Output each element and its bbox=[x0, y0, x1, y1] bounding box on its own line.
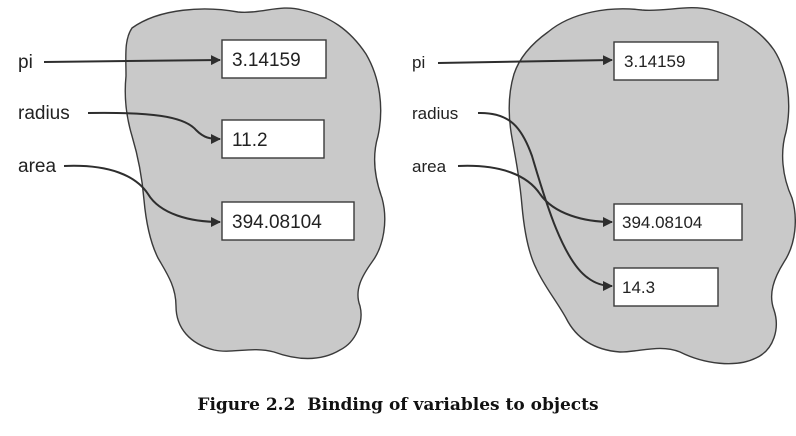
right-arrow-radius bbox=[477, 111, 613, 291]
right-var-pi: pi bbox=[412, 53, 425, 72]
right-value-radius: 14.3 bbox=[622, 278, 655, 297]
right-panel: 3.14159 394.08104 14.3 pi radius area bbox=[412, 7, 796, 365]
right-arrow-area bbox=[457, 164, 613, 227]
left-value-box-area bbox=[221, 201, 355, 241]
right-memory-region bbox=[508, 7, 796, 365]
left-arrow-pi bbox=[43, 55, 221, 66]
left-var-pi: pi bbox=[18, 52, 33, 73]
left-memory-region bbox=[124, 7, 386, 360]
right-value-area: 394.08104 bbox=[622, 213, 702, 232]
right-arrow-pi bbox=[437, 55, 613, 66]
left-panel: 3.14159 11.2 394.08104 pi radius area bbox=[18, 7, 386, 360]
left-value-box-radius bbox=[221, 119, 325, 159]
left-value-radius: 11.2 bbox=[232, 130, 268, 151]
left-value-area: 394.08104 bbox=[232, 212, 322, 233]
right-value-box-pi bbox=[613, 41, 719, 81]
right-value-box-area bbox=[613, 203, 743, 241]
right-var-area: area bbox=[412, 157, 447, 176]
figure-caption: Figure 2.2 Binding of variables to objec… bbox=[197, 395, 598, 415]
left-value-box-pi bbox=[221, 39, 327, 79]
left-value-pi: 3.14159 bbox=[232, 50, 301, 71]
left-var-area: area bbox=[18, 156, 56, 177]
right-value-pi: 3.14159 bbox=[624, 52, 685, 71]
right-var-radius: radius bbox=[412, 104, 458, 123]
right-value-box-radius bbox=[613, 267, 719, 307]
left-arrow-radius bbox=[87, 111, 221, 144]
left-var-radius: radius bbox=[18, 103, 70, 124]
left-arrow-area bbox=[63, 164, 221, 227]
